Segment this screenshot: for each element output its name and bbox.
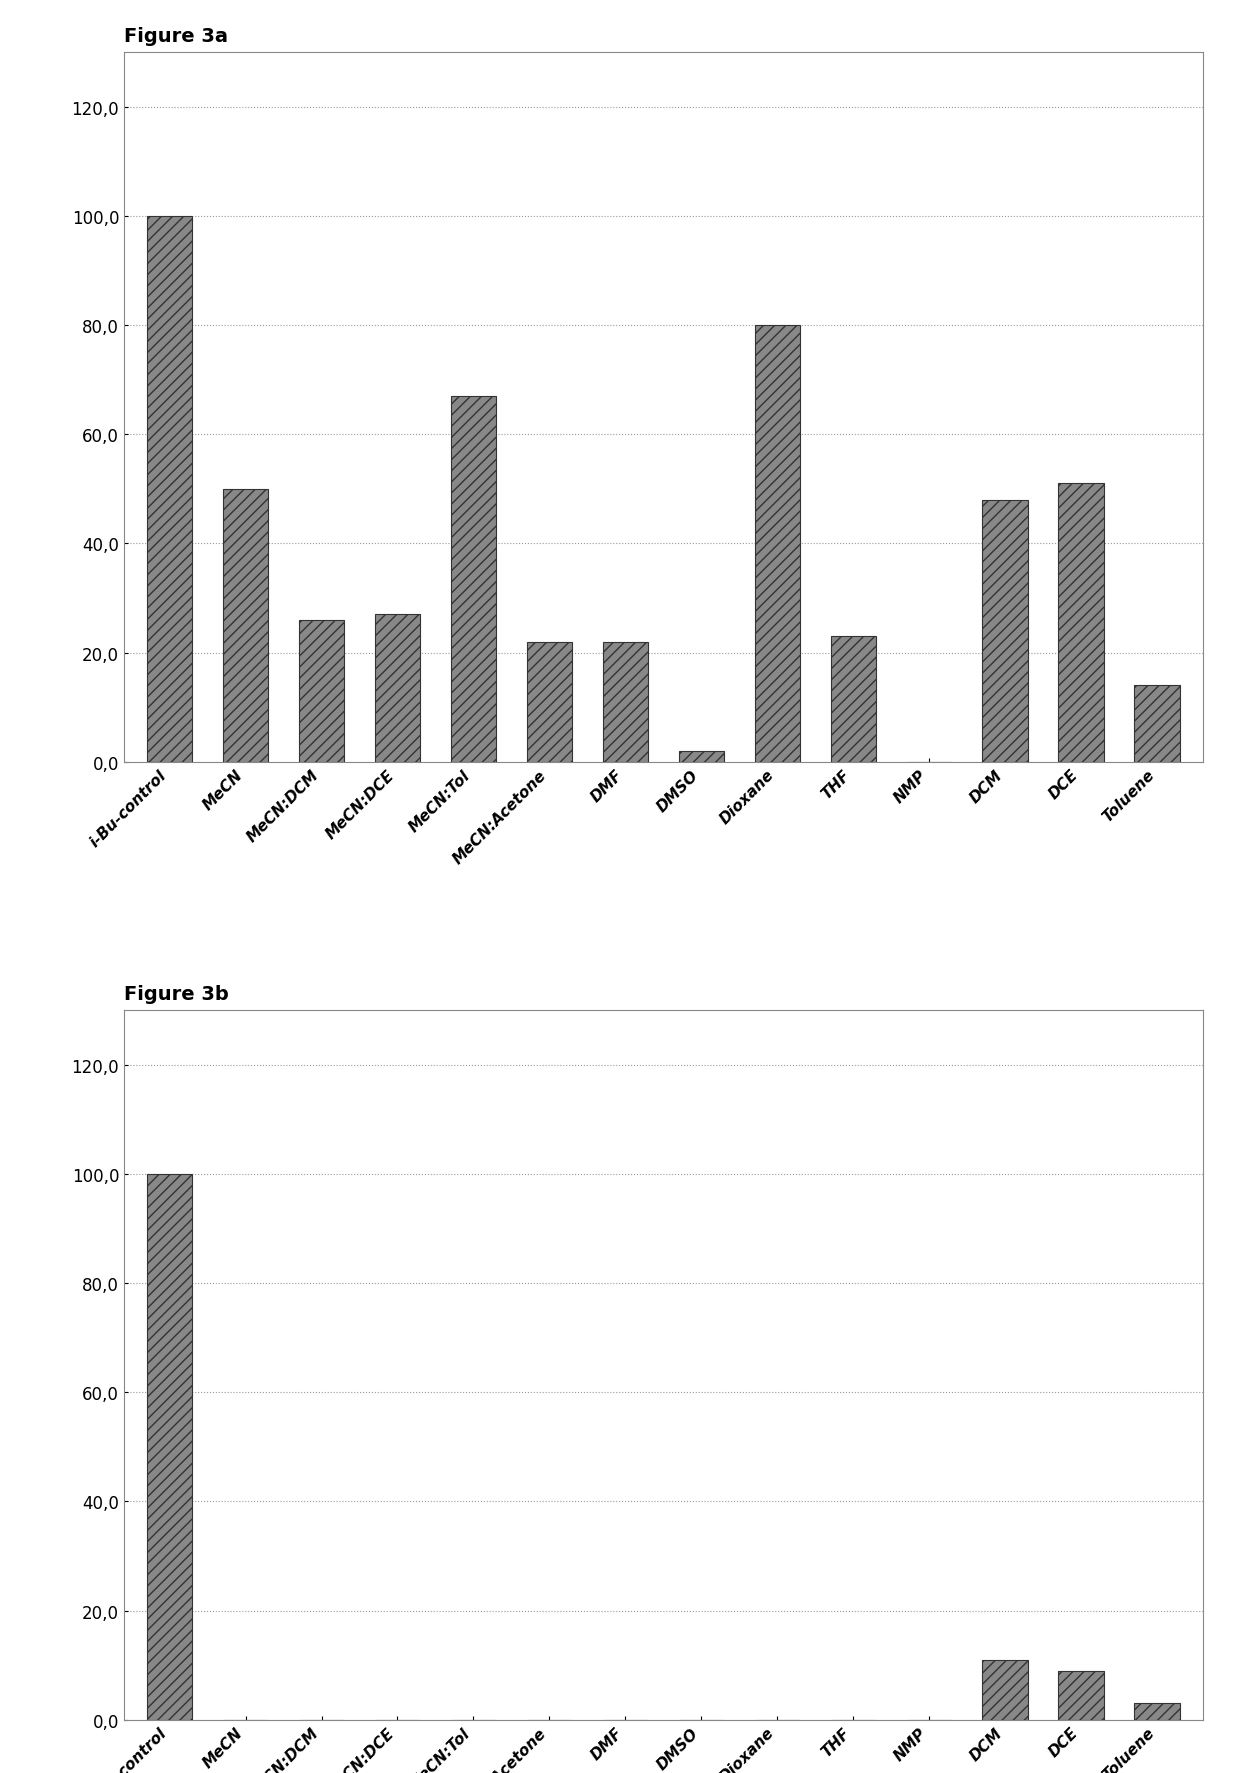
Bar	[982, 500, 1028, 762]
Bar	[146, 1174, 192, 1720]
Bar	[1135, 1704, 1180, 1720]
Bar	[374, 615, 420, 762]
Bar	[450, 397, 496, 762]
Bar	[1059, 1670, 1104, 1720]
Text: Figure 3a: Figure 3a	[124, 27, 228, 46]
Bar	[527, 642, 572, 762]
Bar	[1059, 484, 1104, 762]
Bar	[982, 1660, 1028, 1720]
Bar	[1135, 686, 1180, 762]
Bar	[146, 216, 192, 762]
Bar	[755, 326, 800, 762]
Bar	[299, 621, 345, 762]
Bar	[678, 752, 724, 762]
Bar	[603, 642, 649, 762]
Bar	[831, 637, 877, 762]
Text: Figure 3b: Figure 3b	[124, 984, 228, 1004]
Bar	[223, 489, 268, 762]
